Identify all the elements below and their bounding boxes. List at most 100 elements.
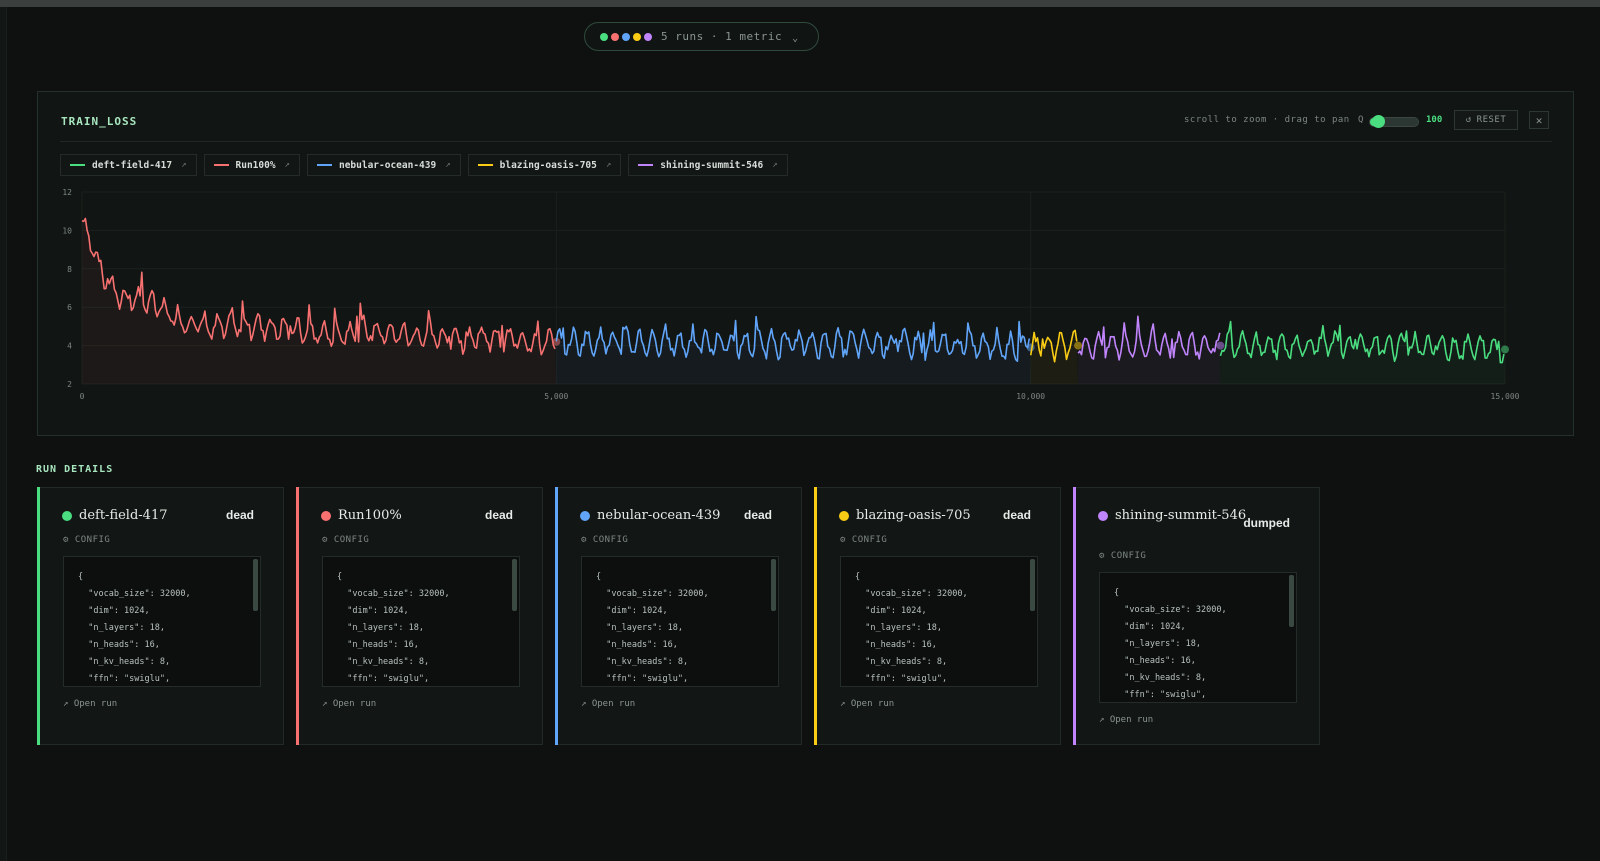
open-run-link[interactable]: ↗ Open run — [322, 699, 376, 709]
run-color-bar — [814, 487, 817, 745]
run-name: shining-summit-546 — [1115, 508, 1247, 523]
panel-divider — [60, 141, 1552, 142]
run-status-dot — [321, 511, 331, 521]
legend-item[interactable]: nebular-ocean-439 ↗ — [306, 154, 461, 176]
reset-button[interactable]: ↺ RESET — [1454, 110, 1518, 130]
open-run-link[interactable]: ↗ Open run — [581, 699, 635, 709]
y-tick-label: 8 — [67, 265, 72, 274]
legend-swatch — [316, 164, 332, 166]
zoom-slider-handle[interactable] — [1372, 115, 1385, 128]
gear-icon: ⚙ — [840, 535, 852, 545]
legend-item[interactable]: deft-field-417 ↗ — [60, 154, 197, 176]
run-color-dot — [622, 32, 630, 41]
run-status: dead — [743, 508, 772, 522]
window-top-bar — [0, 0, 1600, 7]
config-code-block[interactable]: { "vocab_size": 32000, "dim": 1024, "n_l… — [322, 556, 520, 687]
external-link-icon: ↗ — [581, 699, 592, 709]
run-card: shining-summit-546 dumped ⚙ CONFIG { "vocab… — [1073, 487, 1320, 745]
code-scrollbar[interactable] — [512, 559, 517, 611]
external-link-icon[interactable]: ↗ — [284, 160, 290, 170]
legend-item[interactable]: blazing-oasis-705 ↗ — [467, 154, 622, 176]
external-link-icon: ↗ — [322, 699, 333, 709]
external-link-icon[interactable]: ↗ — [605, 160, 612, 170]
config-toggle[interactable]: ⚙ CONFIG — [322, 535, 369, 545]
config-code-block[interactable]: { "vocab_size": 32000, "dim": 1024, "n_l… — [63, 556, 261, 687]
y-tick-label: 4 — [67, 342, 72, 351]
legend-swatch — [638, 164, 654, 166]
config-toggle[interactable]: ⚙ CONFIG — [1099, 551, 1146, 561]
close-icon[interactable]: ✕ — [1529, 111, 1549, 129]
run-name: blazing-oasis-705 — [856, 508, 971, 523]
open-run-link[interactable]: ↗ Open run — [63, 699, 117, 709]
series-endpoint-blazing-oasis-705 — [1074, 341, 1083, 350]
series-area-deft-field-417 — [1220, 321, 1505, 384]
run-color-dot — [633, 32, 641, 41]
code-scrollbar[interactable] — [253, 559, 258, 611]
loss-chart[interactable]: 2 4 6 8 10 12 0 5,000 10,000 15,000 — [38, 92, 1573, 435]
config-label: CONFIG — [592, 535, 629, 545]
zoom-hint: scroll to zoom · drag to pan — [1184, 115, 1350, 125]
config-json: { "vocab_size": 32000, "dim": 1024, "n_l… — [596, 572, 709, 684]
legend-swatch — [70, 164, 85, 166]
external-link-icon: ↗ — [1099, 715, 1110, 725]
config-code-block[interactable]: { "vocab_size": 32000, "dim": 1024, "n_l… — [1099, 572, 1297, 703]
code-scrollbar[interactable] — [771, 559, 776, 611]
legend-item[interactable]: shining-summit-546 ↗ — [628, 154, 788, 176]
series-area-shining-summit-546 — [1078, 316, 1221, 384]
external-link-icon[interactable]: ↗ — [772, 160, 778, 170]
x-tick-label: 5,000 — [544, 392, 568, 401]
config-label: CONFIG — [74, 535, 111, 545]
run-status-dot — [839, 511, 849, 521]
external-link-icon: ↗ — [63, 699, 74, 709]
run-color-dot — [611, 32, 619, 41]
zoom-slider[interactable] — [1369, 115, 1419, 128]
open-run-label: Open run — [850, 699, 895, 709]
series-endpoint-Run100% — [552, 337, 561, 346]
gear-icon: ⚙ — [581, 535, 593, 545]
run-name: deft-field-417 — [79, 508, 168, 523]
zoom-label: Q — [1358, 115, 1364, 125]
config-code-block[interactable]: { "vocab_size": 32000, "dim": 1024, "n_l… — [840, 556, 1038, 687]
code-scrollbar[interactable] — [1289, 575, 1294, 627]
run-header: Run100% — [321, 508, 512, 524]
open-run-label: Open run — [591, 699, 636, 709]
x-tick-label: 15,000 — [1491, 392, 1520, 401]
legend-label: nebular-ocean-439 — [338, 159, 437, 171]
left-sidebar-strip — [0, 7, 7, 861]
gear-icon: ⚙ — [322, 535, 334, 545]
open-run-label: Open run — [332, 699, 377, 709]
legend-item[interactable]: Run100% ↗ — [203, 154, 300, 176]
run-header: shining-summit-546 — [1098, 508, 1289, 524]
code-scrollbar[interactable] — [1030, 559, 1035, 611]
external-link-icon[interactable]: ↗ — [181, 160, 187, 170]
legend-swatch — [213, 164, 229, 166]
config-json: { "vocab_size": 32000, "dim": 1024, "n_l… — [337, 572, 450, 684]
refresh-icon: ↺ — [1465, 115, 1472, 125]
external-link-icon[interactable]: ↗ — [445, 160, 451, 170]
run-color-dot — [600, 32, 608, 41]
run-selector-pill[interactable]: 5 runs · 1 metric ⌄ — [584, 22, 819, 51]
config-toggle[interactable]: ⚙ CONFIG — [840, 535, 887, 545]
open-run-link[interactable]: ↗ Open run — [840, 699, 894, 709]
legend-label: blazing-oasis-705 — [499, 159, 597, 171]
run-color-dot — [644, 32, 652, 41]
external-link-icon: ↗ — [840, 699, 851, 709]
run-details-title: RUN DETAILS — [36, 464, 114, 475]
y-tick-label: 6 — [67, 303, 72, 312]
config-json: { "vocab_size": 32000, "dim": 1024, "n_l… — [855, 572, 968, 684]
run-status-dot — [1098, 511, 1108, 521]
train-loss-panel: TRAIN_LOSS scroll to zoom · drag to pan … — [37, 91, 1574, 436]
run-card: nebular-ocean-439 dead ⚙ CONFIG { "vocab_si… — [555, 487, 802, 745]
reset-label: RESET — [1476, 115, 1507, 125]
y-tick-label: 10 — [62, 226, 72, 235]
config-toggle[interactable]: ⚙ CONFIG — [581, 535, 628, 545]
open-run-link[interactable]: ↗ Open run — [1099, 715, 1153, 725]
run-status-dot — [580, 511, 590, 521]
legend-label: deft-field-417 — [92, 159, 173, 171]
panel-title: TRAIN_LOSS — [61, 115, 138, 128]
config-toggle[interactable]: ⚙ CONFIG — [63, 535, 110, 545]
run-name: nebular-ocean-439 — [597, 508, 721, 523]
config-code-block[interactable]: { "vocab_size": 32000, "dim": 1024, "n_l… — [581, 556, 779, 687]
run-status: dumped — [1243, 516, 1290, 530]
run-header: deft-field-417 — [62, 508, 253, 524]
